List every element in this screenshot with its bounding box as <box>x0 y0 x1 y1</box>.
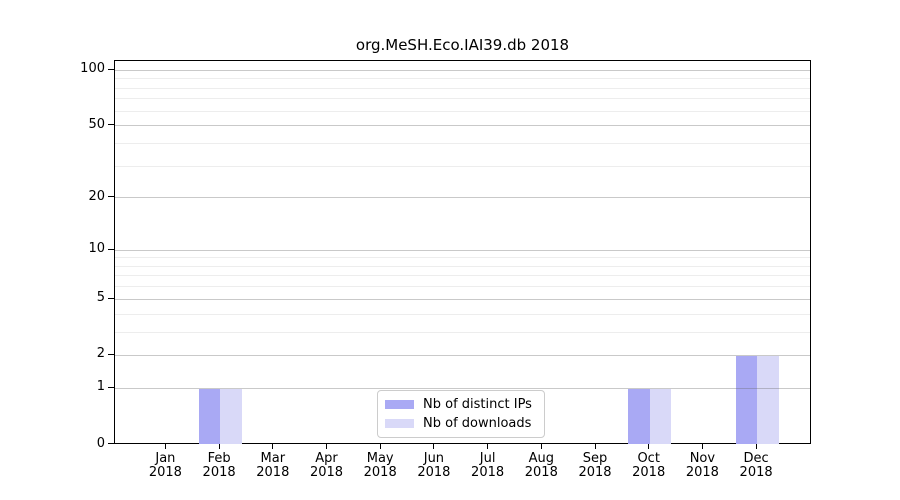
x-tick-mark <box>648 444 650 449</box>
legend-item-distinct-ips: Nb of distinct IPs <box>385 395 536 414</box>
x-tick-mark <box>326 444 327 449</box>
x-tick-mark <box>701 444 703 449</box>
minor-gridline <box>115 98 810 100</box>
x-tick-mark <box>594 444 596 449</box>
minor-gridline <box>115 110 810 112</box>
minor-gridline <box>115 286 810 288</box>
x-tick-label: May 2018 <box>363 451 397 480</box>
x-tick-label: Jan 2018 <box>148 451 182 480</box>
legend: Nb of distinct IPs Nb of downloads <box>377 390 545 438</box>
bar-nb-of-distinct-ips <box>735 355 758 444</box>
minor-gridline <box>115 275 810 277</box>
x-tick-mark <box>433 444 435 449</box>
y-tick-label: 10 <box>88 241 105 257</box>
minor-gridline <box>115 87 810 89</box>
major-gridline <box>115 298 810 300</box>
y-tick-label: 50 <box>88 116 105 132</box>
bar-nb-of-distinct-ips <box>628 388 650 444</box>
y-tick-label: 20 <box>88 188 105 204</box>
major-gridline <box>115 387 810 389</box>
major-gridline <box>115 69 810 71</box>
distinct-ips-swatch-icon <box>385 400 414 409</box>
y-tick-mark <box>108 196 114 198</box>
y-tick-mark <box>108 248 114 250</box>
x-tick-mark <box>755 444 757 449</box>
legend-item-downloads: Nb of downloads <box>385 414 536 433</box>
y-tick-mark <box>108 297 114 299</box>
x-tick-label: Sep 2018 <box>578 451 612 480</box>
x-tick-label: Mar 2018 <box>256 451 290 480</box>
minor-gridline <box>115 313 810 315</box>
y-tick-mark <box>108 353 114 355</box>
x-tick-label: Aug 2018 <box>524 451 558 480</box>
minor-gridline <box>115 165 810 167</box>
y-tick-label: 0 <box>96 435 105 451</box>
x-tick-label: Dec 2018 <box>739 451 773 480</box>
plot-area <box>114 60 811 444</box>
x-tick-label: Nov 2018 <box>685 451 719 480</box>
downloads-swatch-icon <box>385 419 414 428</box>
minor-gridline <box>115 265 810 267</box>
bar-nb-of-downloads <box>220 388 242 444</box>
x-tick-mark <box>164 444 166 449</box>
legend-label-downloads: Nb of downloads <box>423 416 532 431</box>
y-tick-mark <box>108 443 114 444</box>
minor-gridline <box>115 257 810 259</box>
y-tick-label: 5 <box>96 290 105 306</box>
major-gridline <box>115 249 810 251</box>
bar-nb-of-distinct-ips <box>198 388 221 444</box>
x-tick-mark <box>272 444 274 449</box>
y-tick-label: 100 <box>80 61 105 77</box>
y-tick-mark <box>108 68 114 70</box>
chart-title: org.MeSH.Eco.IAI39.db 2018 <box>355 36 570 54</box>
y-tick-label: 1 <box>96 379 105 395</box>
bar-nb-of-downloads <box>649 388 672 444</box>
x-tick-label: Feb 2018 <box>202 451 236 480</box>
major-gridline <box>115 354 810 356</box>
x-tick-label: Jul 2018 <box>471 451 505 480</box>
minor-gridline <box>115 331 810 333</box>
x-tick-mark <box>487 444 489 449</box>
y-tick-mark <box>108 124 114 126</box>
bar-nb-of-downloads <box>757 355 779 444</box>
legend-label-distinct-ips: Nb of distinct IPs <box>423 397 532 412</box>
y-tick-mark <box>108 386 114 388</box>
major-gridline <box>115 125 810 127</box>
y-tick-label: 2 <box>96 346 105 362</box>
minor-gridline <box>115 78 810 80</box>
x-tick-mark <box>540 444 542 449</box>
x-tick-mark <box>379 444 381 449</box>
major-gridline <box>115 197 810 199</box>
x-tick-label: Apr 2018 <box>309 451 344 480</box>
minor-gridline <box>115 142 810 144</box>
x-tick-label: Jun 2018 <box>417 451 451 480</box>
x-tick-label: Oct 2018 <box>632 451 666 480</box>
x-tick-mark <box>218 444 220 449</box>
